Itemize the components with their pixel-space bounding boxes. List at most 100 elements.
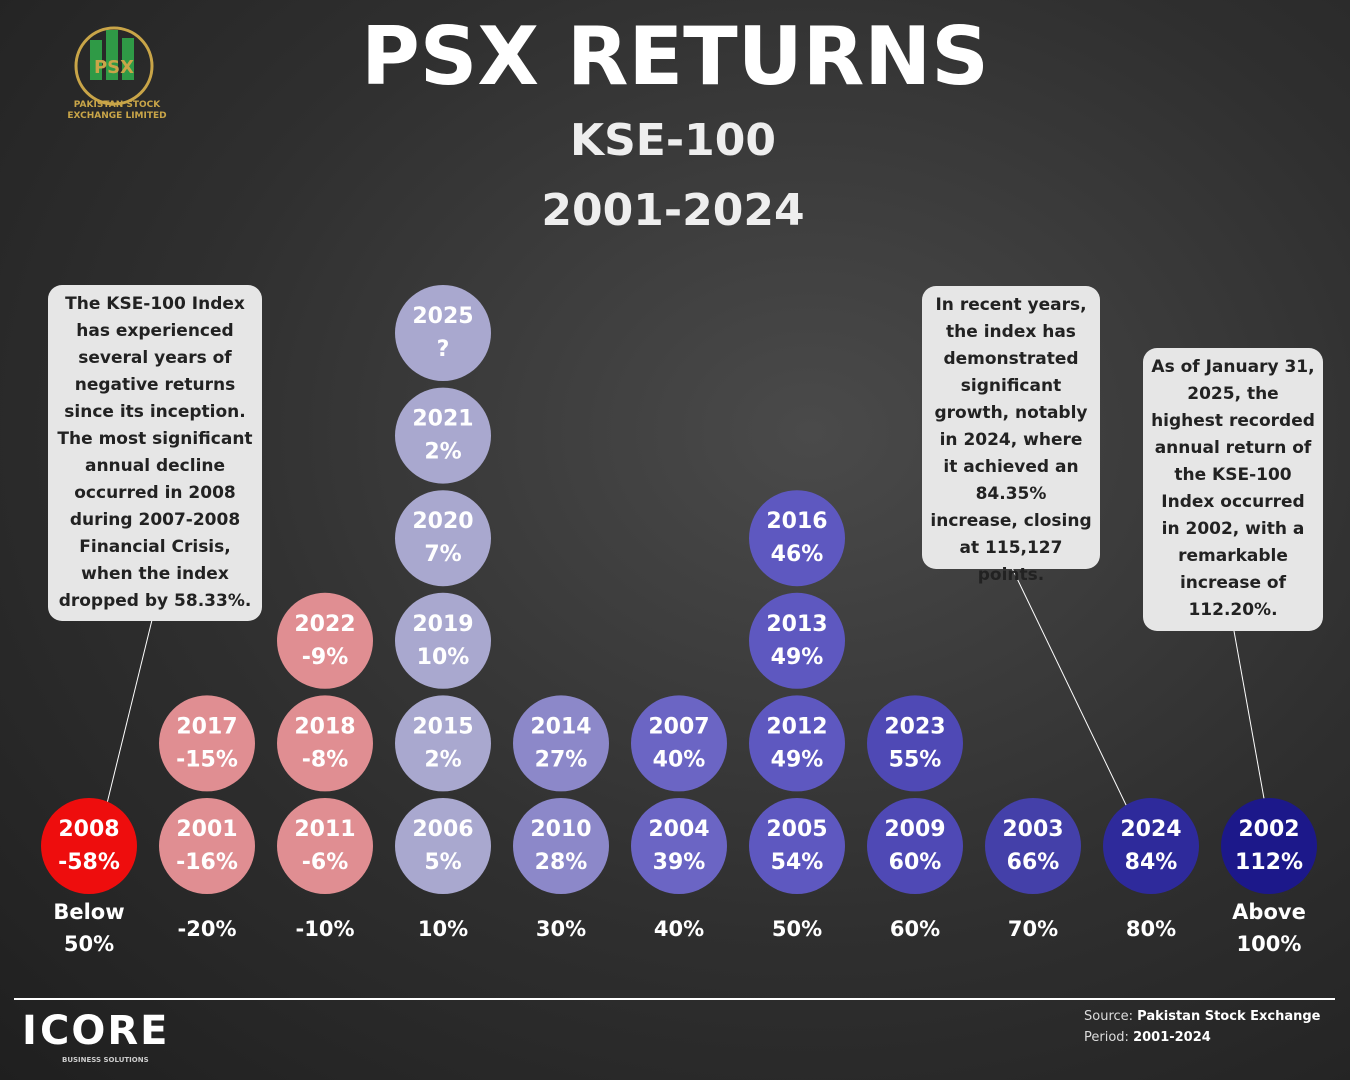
dot-value: 27% [535, 747, 588, 772]
callout: The KSE-100 Index has experienced severa… [48, 285, 262, 621]
dot-value: -15% [176, 747, 238, 772]
source-label: Source: [1084, 1009, 1134, 1024]
dot [749, 592, 845, 689]
dot [277, 798, 373, 894]
pointer [1011, 567, 1141, 835]
dot [631, 798, 727, 894]
dot-value: 39% [653, 850, 706, 875]
dot [277, 592, 373, 689]
category-label: -20% [178, 917, 237, 941]
callout: In recent years, the index has demonstra… [922, 286, 1100, 585]
dot-year: 2024 [1120, 817, 1181, 842]
category-label: -10% [296, 917, 355, 941]
dot-year: 2001 [176, 817, 237, 842]
dot-value: 5% [424, 850, 461, 875]
dot [1221, 798, 1317, 894]
brand-tagline: BUSINESS SOLUTIONS [62, 1056, 149, 1064]
dot-year: 2010 [530, 817, 591, 842]
dot-value: -8% [302, 747, 348, 772]
dot-value: 112% [1235, 850, 1303, 875]
category-label: 80% [1126, 917, 1176, 941]
dot-value: ? [437, 337, 450, 362]
dot-year: 2020 [412, 509, 473, 534]
dot-value: -16% [176, 850, 238, 875]
dot [159, 695, 255, 792]
dot-value: 55% [889, 747, 942, 772]
dot-year: 2021 [412, 407, 473, 432]
dot [1103, 798, 1199, 894]
logo-bar [122, 38, 134, 80]
dot-value: 40% [653, 747, 706, 772]
category-label: 10% [418, 917, 468, 941]
logo-name: PAKISTAN STOCK EXCHANGE LIMITED [67, 100, 167, 121]
dot-year: 2013 [766, 612, 827, 637]
dot [277, 695, 373, 792]
dot [749, 798, 845, 894]
dot-year: 2004 [648, 817, 709, 842]
dot-year: 2011 [294, 817, 355, 842]
dot [749, 490, 845, 587]
dot [395, 695, 491, 792]
dot-value: 10% [417, 645, 470, 670]
dot-value: 66% [1007, 850, 1060, 875]
period: 2001-2024 [541, 185, 804, 236]
logo-ring [74, 26, 154, 106]
dot-year: 2003 [1002, 817, 1063, 842]
title: PSX RETURNS [361, 10, 989, 103]
dot [41, 798, 137, 894]
dot [631, 695, 727, 792]
dot-year: 2009 [884, 817, 945, 842]
dot [395, 387, 491, 484]
category-label: 50% [772, 917, 822, 941]
dot [867, 798, 963, 894]
dot [395, 490, 491, 587]
dot [513, 798, 609, 894]
dot-year: 2019 [412, 612, 473, 637]
period-value: 2001-2024 [1133, 1030, 1211, 1045]
source-value: Pakistan Stock Exchange [1137, 1009, 1321, 1024]
dot-value: 46% [771, 542, 824, 567]
dot-value: 60% [889, 850, 942, 875]
dot [159, 798, 255, 894]
dot-value: 28% [535, 850, 588, 875]
brand-i: I [22, 1008, 37, 1054]
dot-value: 2% [424, 440, 461, 465]
callout: As of January 31, 2025, the highest reco… [1143, 348, 1323, 631]
brand-name: CORE [40, 1008, 169, 1054]
dot-year: 2018 [294, 714, 355, 739]
pointer [99, 619, 153, 833]
dot-year: 2006 [412, 817, 473, 842]
dot [395, 798, 491, 894]
dot-year: 2025 [412, 304, 473, 329]
dot-value: 84% [1125, 850, 1178, 875]
dot [395, 285, 491, 381]
dot-year: 2015 [412, 714, 473, 739]
source: Source: Pakistan Stock Exchange Period: … [1084, 1006, 1321, 1048]
dot-value: -6% [302, 850, 348, 875]
dot-value: -58% [58, 850, 120, 875]
dot-year: 2017 [176, 714, 237, 739]
category-label: 40% [654, 917, 704, 941]
logo-bar [106, 30, 118, 80]
period-label: Period: [1084, 1030, 1129, 1045]
dot [749, 695, 845, 792]
category-label: 30% [536, 917, 586, 941]
logo-mark: PSX [94, 57, 134, 78]
dot-value: 49% [771, 747, 824, 772]
dot [867, 695, 963, 792]
dot-year: 2012 [766, 714, 827, 739]
dot-year: 2014 [530, 714, 591, 739]
category-label: 70% [1008, 917, 1058, 941]
subtitle: KSE-100 [570, 115, 776, 166]
dot-year: 2023 [884, 714, 945, 739]
dot-value: 2% [424, 747, 461, 772]
dot [395, 592, 491, 689]
dot-value: 54% [771, 850, 824, 875]
category-label: 60% [890, 917, 940, 941]
category-label: Below 50% [53, 900, 124, 956]
dot [985, 798, 1081, 894]
dot-year: 2005 [766, 817, 827, 842]
dot-year: 2002 [1238, 817, 1299, 842]
